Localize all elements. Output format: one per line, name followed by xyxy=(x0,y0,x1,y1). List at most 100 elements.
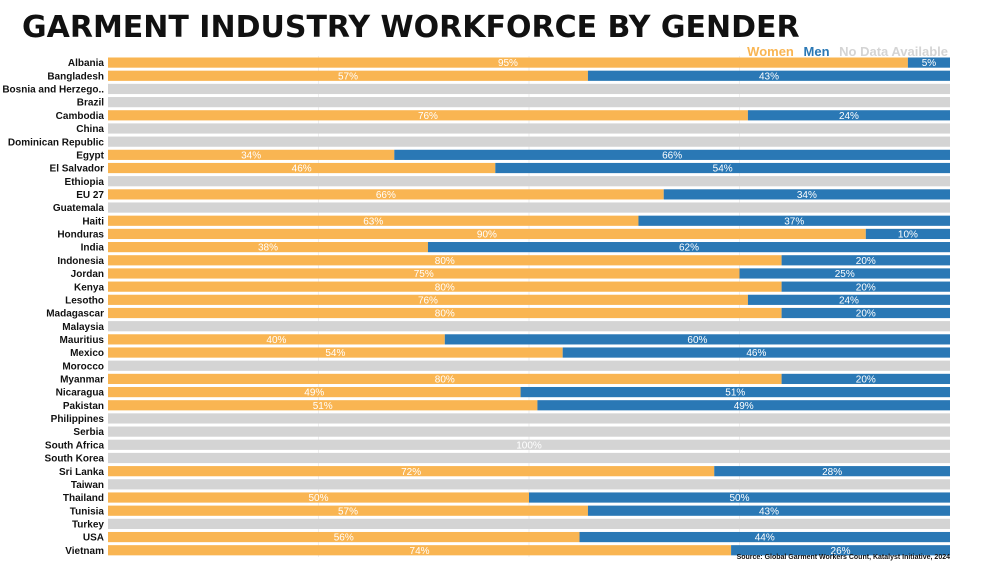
bar-no-data xyxy=(108,413,950,424)
bar-no-data xyxy=(108,518,950,529)
bar-women xyxy=(108,466,715,477)
category-label: Albania xyxy=(68,58,105,69)
data-label-women: 57% xyxy=(338,506,358,517)
bar-men xyxy=(394,149,950,160)
data-label-women: 80% xyxy=(435,282,455,293)
data-label-men: 49% xyxy=(734,401,754,412)
category-label: Thailand xyxy=(63,493,104,504)
bar-men xyxy=(865,228,950,240)
bar-women xyxy=(108,281,782,292)
data-label-men: 43% xyxy=(759,506,779,517)
data-label-women: 46% xyxy=(292,164,312,175)
category-label: Turkey xyxy=(72,519,104,530)
bar-women xyxy=(108,242,428,253)
bar-men xyxy=(747,110,950,121)
legend-women: Women xyxy=(747,44,794,59)
bar-men xyxy=(907,57,950,68)
data-label-women: 34% xyxy=(241,150,261,161)
category-label: Tunisia xyxy=(70,506,105,517)
bar-women xyxy=(108,215,639,226)
data-label-men: 50% xyxy=(729,493,749,504)
bar-women xyxy=(108,110,748,121)
data-label-men: 24% xyxy=(839,295,859,306)
data-label-men: 37% xyxy=(784,216,804,227)
bar-men xyxy=(427,242,951,253)
data-label-men: 51% xyxy=(725,388,745,399)
bar-women xyxy=(108,545,732,556)
bar-men xyxy=(739,268,950,279)
bar-women xyxy=(108,162,496,174)
bar-no-data xyxy=(108,83,950,95)
data-label-women: 80% xyxy=(435,375,455,386)
bar-women xyxy=(108,492,529,503)
bar-no-data xyxy=(108,360,950,371)
bar-no-data xyxy=(108,97,950,108)
data-label-women: 90% xyxy=(477,230,497,241)
category-label: Cambodia xyxy=(56,111,105,122)
data-label-women: 66% xyxy=(376,190,396,201)
data-label-men: 10% xyxy=(898,230,918,241)
category-label: Honduras xyxy=(57,230,104,241)
bar-no-data xyxy=(108,176,950,187)
bar-women xyxy=(108,70,588,81)
category-label: Vietnam xyxy=(65,546,104,557)
data-label-men: 44% xyxy=(755,533,775,544)
data-label-women: 40% xyxy=(266,335,286,346)
category-label: Bosnia and Herzego.. xyxy=(2,85,104,96)
data-label-women: 63% xyxy=(363,216,383,227)
category-label: Dominican Republic xyxy=(8,137,105,148)
bar-men xyxy=(781,373,950,385)
data-label-women: 38% xyxy=(258,243,278,254)
category-label: Kenya xyxy=(74,282,104,293)
bar-women xyxy=(108,373,782,385)
data-label-men: 20% xyxy=(856,375,876,386)
source-note: Source: Global Garment Workers Count, Ka… xyxy=(736,554,950,561)
data-label-men: 20% xyxy=(856,309,876,320)
data-label-men: 26% xyxy=(831,546,851,557)
bar-men xyxy=(587,505,950,516)
category-label: Sri Lanka xyxy=(59,467,104,478)
bar-men xyxy=(747,294,950,305)
data-label-men: 24% xyxy=(839,111,859,122)
chart-title: GARMENT INDUSTRY WORKFORCE BY GENDER xyxy=(22,10,800,45)
category-label: USA xyxy=(83,533,104,544)
data-label-men: 66% xyxy=(662,150,682,161)
bar-men xyxy=(638,215,950,226)
data-label-women: 76% xyxy=(418,111,438,122)
bar-women xyxy=(108,57,908,68)
data-label-no-data: 100% xyxy=(516,440,542,451)
legend-no-data: No Data Available xyxy=(839,44,948,59)
category-label: Philippines xyxy=(51,414,105,425)
bar-women xyxy=(108,149,395,160)
data-label-women: 80% xyxy=(435,256,455,267)
category-label: India xyxy=(81,243,105,254)
data-label-men: 5% xyxy=(922,58,937,69)
data-label-women: 57% xyxy=(338,71,358,82)
data-label-men: 20% xyxy=(856,282,876,293)
bar-men xyxy=(444,334,950,345)
data-label-women: 50% xyxy=(308,493,328,504)
category-label: Haiti xyxy=(82,216,104,227)
category-label: Mexico xyxy=(70,348,104,359)
chart-legend: Women Men No Data Available xyxy=(741,44,948,59)
bar-no-data xyxy=(108,136,950,147)
bar-women xyxy=(108,228,866,240)
bar-no-data xyxy=(108,426,950,437)
bar-men xyxy=(520,386,950,398)
bar-women xyxy=(108,334,445,345)
category-label: Jordan xyxy=(71,269,104,280)
category-label: Brazil xyxy=(77,98,104,109)
bar-women xyxy=(108,505,588,516)
category-label: Mauritius xyxy=(60,335,105,346)
bar-men xyxy=(579,531,950,543)
category-label: EU 27 xyxy=(76,190,104,201)
bar-men xyxy=(781,307,950,319)
data-label-men: 46% xyxy=(746,348,766,359)
bar-no-data xyxy=(108,123,950,134)
bar-men xyxy=(731,545,950,556)
data-label-women: 95% xyxy=(498,58,518,69)
category-label: Indonesia xyxy=(57,256,104,267)
category-label: Lesotho xyxy=(65,295,104,306)
bar-women xyxy=(108,531,580,543)
